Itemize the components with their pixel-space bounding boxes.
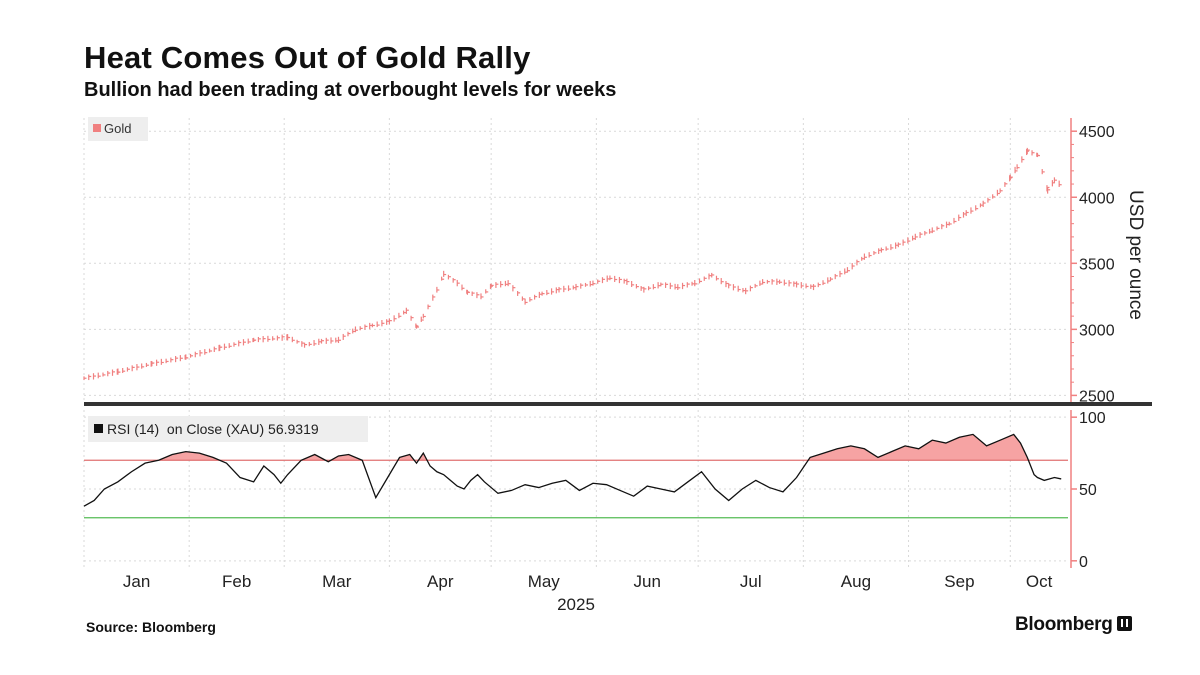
price-tick-label: 4000 (1079, 190, 1115, 207)
chart-title: Heat Comes Out of Gold Rally (84, 40, 531, 75)
rsi-line (83, 433, 1062, 507)
rsi-tick-label: 100 (1079, 410, 1106, 427)
month-label-jun: Jun (634, 572, 661, 591)
rsi-overbought-fill (158, 451, 220, 461)
month-label-aug: Aug (841, 572, 871, 591)
gold-legend-label: Gold (104, 121, 131, 136)
brand-logo: Bloomberg (1015, 614, 1132, 636)
rsi-legend-swatch (94, 424, 103, 433)
month-label-feb: Feb (222, 572, 251, 591)
gold-legend: Gold (88, 117, 148, 141)
month-label-mar: Mar (322, 572, 352, 591)
brand-name: Bloomberg (1015, 614, 1113, 635)
month-label-jan: Jan (123, 572, 150, 591)
grid-lines (83, 118, 1068, 568)
month-label-apr: Apr (427, 572, 454, 591)
price-tick-label: 4500 (1079, 124, 1115, 141)
panel-divider (84, 402, 1152, 406)
year-label: 2025 (557, 595, 595, 614)
chart-subtitle: Bullion had been trading at overbought l… (84, 79, 617, 101)
rsi-legend-box (88, 416, 368, 442)
month-label-oct: Oct (1026, 572, 1053, 591)
month-label-jul: Jul (740, 572, 762, 591)
price-tick-label: 3500 (1079, 256, 1115, 273)
bloomberg-terminal-icon (1116, 616, 1132, 631)
gold-series (83, 147, 1062, 381)
price-y-axis-label: USD per ounce (1125, 190, 1146, 320)
source-note: Source: Bloomberg (86, 619, 216, 635)
rsi-legend-label: RSI (14) on Close (XAU) 56.9319 (107, 421, 319, 437)
gold-legend-swatch (93, 124, 101, 132)
rsi-overbought-fill (301, 454, 326, 461)
rsi-legend: RSI (14) on Close (XAU) 56.9319 (88, 416, 368, 442)
rsi-overbought-fill (418, 453, 428, 461)
price-tick-label: 2500 (1079, 388, 1115, 405)
rsi-tick-label: 50 (1079, 482, 1097, 499)
month-label-sep: Sep (944, 572, 974, 591)
rsi-tick-label: 0 (1079, 554, 1088, 571)
price-tick-label: 3000 (1079, 322, 1115, 339)
month-label-may: May (528, 572, 561, 591)
rsi-overbought-fill (808, 434, 1029, 461)
